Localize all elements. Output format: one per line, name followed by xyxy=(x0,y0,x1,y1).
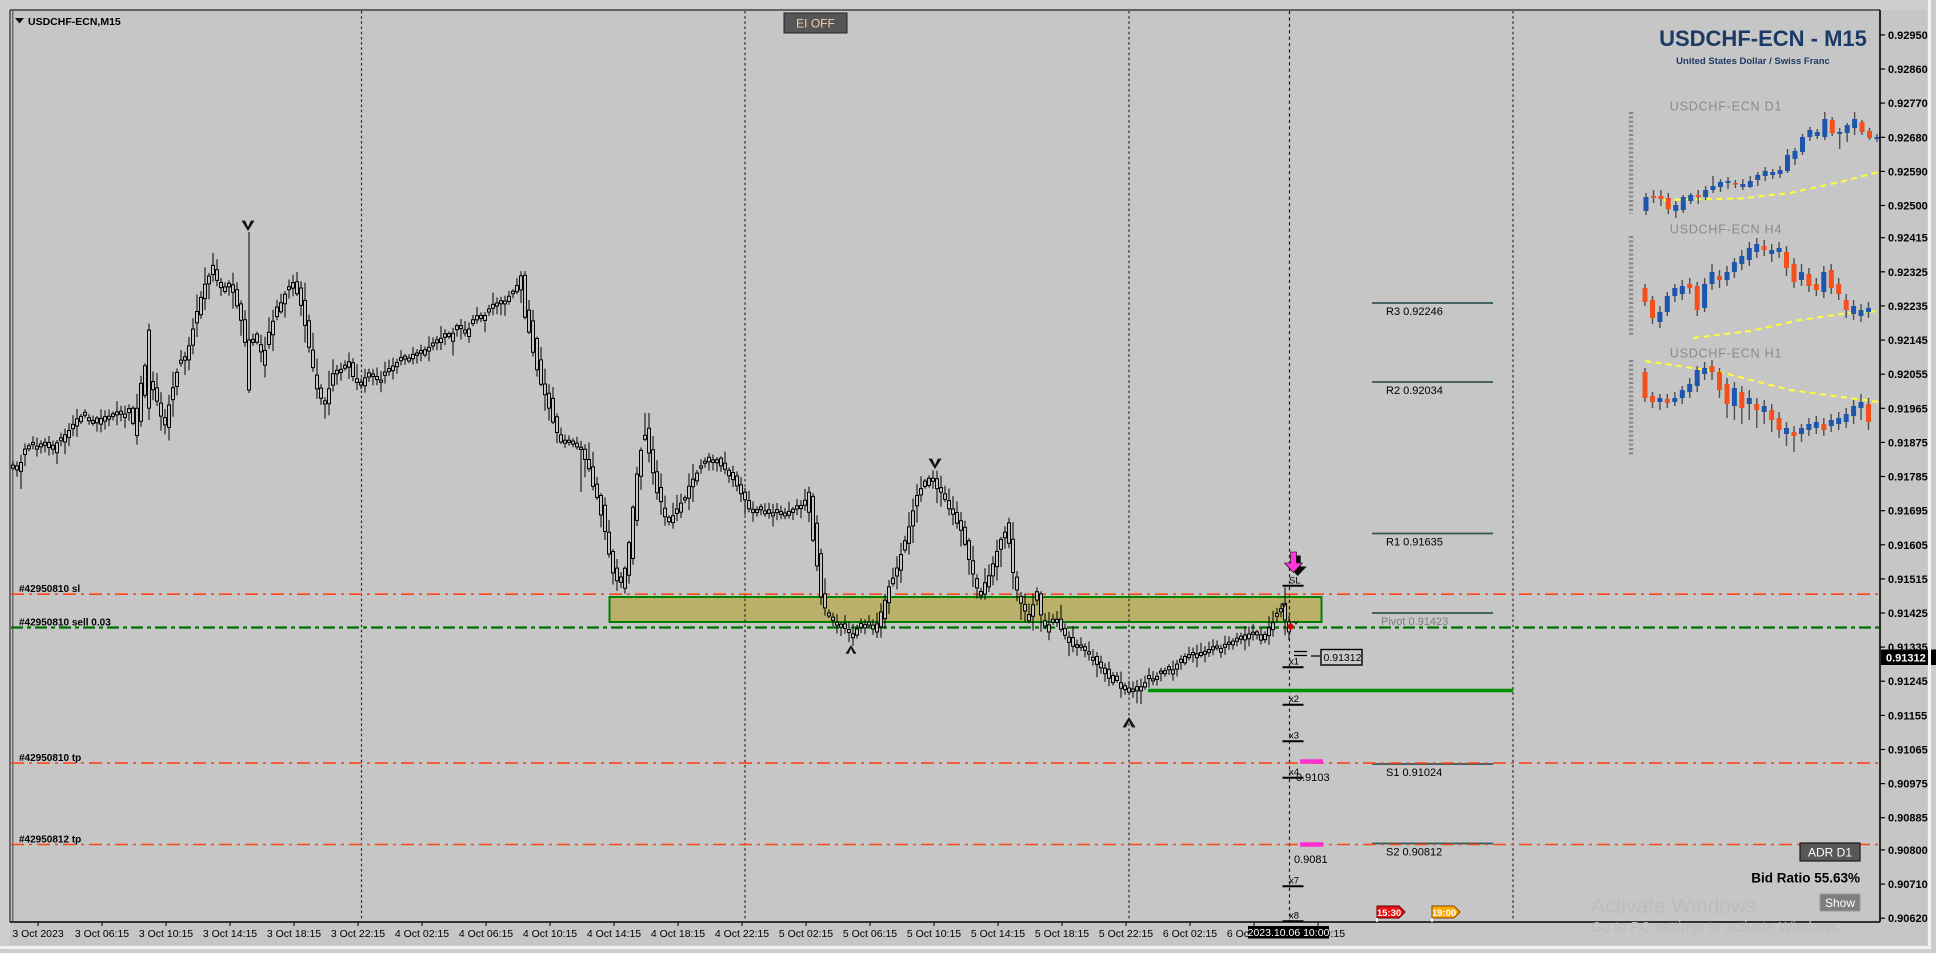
svg-text:#42950810 sell 0.03: #42950810 sell 0.03 xyxy=(19,618,111,629)
svg-text:0.91965: 0.91965 xyxy=(1888,403,1928,415)
svg-text:0.92500: 0.92500 xyxy=(1888,201,1928,213)
svg-text:5 Oct 10:15: 5 Oct 10:15 xyxy=(907,928,961,940)
svg-text:#42950810 tp: #42950810 tp xyxy=(19,753,81,764)
svg-text:15:30: 15:30 xyxy=(1377,908,1401,919)
svg-text:19:00: 19:00 xyxy=(1432,908,1456,919)
svg-text:Show: Show xyxy=(1825,896,1855,910)
svg-text:6 Oct 02:15: 6 Oct 02:15 xyxy=(1163,928,1217,940)
svg-text:0.92860: 0.92860 xyxy=(1888,64,1928,76)
svg-text:R2 0.92034: R2 0.92034 xyxy=(1386,385,1443,397)
svg-text:4 Oct 18:15: 4 Oct 18:15 xyxy=(651,928,705,940)
svg-text:3 Oct 2023: 3 Oct 2023 xyxy=(12,928,64,940)
svg-text:0.91875: 0.91875 xyxy=(1888,437,1928,449)
svg-text:0.91155: 0.91155 xyxy=(1888,710,1927,722)
svg-text:x3: x3 xyxy=(1289,731,1299,742)
svg-text:0.92325: 0.92325 xyxy=(1888,267,1928,279)
svg-text:USDCHF-ECN - M15: USDCHF-ECN - M15 xyxy=(1659,26,1867,51)
svg-text:EI OFF: EI OFF xyxy=(796,17,835,31)
svg-text:x7: x7 xyxy=(1289,876,1299,887)
svg-text:x8: x8 xyxy=(1289,911,1299,922)
svg-text:3 Oct 10:15: 3 Oct 10:15 xyxy=(139,928,193,940)
svg-text:0.91785: 0.91785 xyxy=(1888,472,1928,484)
svg-text:Bid Ratio 55.63%: Bid Ratio 55.63% xyxy=(1751,871,1860,886)
svg-text:0.92145: 0.92145 xyxy=(1888,335,1928,347)
svg-text:USDCHF-ECN H4: USDCHF-ECN H4 xyxy=(1670,223,1783,237)
svg-text:3 Oct 14:15: 3 Oct 14:15 xyxy=(203,928,257,940)
svg-text:3 Oct 06:15: 3 Oct 06:15 xyxy=(75,928,129,940)
svg-text:5 Oct 18:15: 5 Oct 18:15 xyxy=(1035,928,1089,940)
svg-text:Pivot 0.91423: Pivot 0.91423 xyxy=(1381,616,1448,628)
svg-text:0.91605: 0.91605 xyxy=(1888,540,1928,552)
svg-text:Go to PC settings to activate: Go to PC settings to activate Windows. xyxy=(1591,920,1842,936)
svg-text:0.92235: 0.92235 xyxy=(1888,301,1928,313)
svg-text:0.90710: 0.90710 xyxy=(1888,879,1928,891)
svg-text:5 Oct 14:15: 5 Oct 14:15 xyxy=(971,928,1025,940)
svg-text:5 Oct 06:15: 5 Oct 06:15 xyxy=(843,928,897,940)
svg-text:x2: x2 xyxy=(1289,694,1299,705)
svg-text:S1 0.91024: S1 0.91024 xyxy=(1386,767,1442,779)
svg-text:0.90885: 0.90885 xyxy=(1888,813,1928,825)
svg-text:5 Oct 22:15: 5 Oct 22:15 xyxy=(1099,928,1153,940)
svg-text:0.92415: 0.92415 xyxy=(1888,233,1928,245)
svg-text:0.92950: 0.92950 xyxy=(1888,30,1928,42)
svg-text:0.91695: 0.91695 xyxy=(1888,506,1928,518)
svg-text:USDCHF-ECN H1: USDCHF-ECN H1 xyxy=(1670,347,1783,361)
svg-text:United States Dollar / Swiss F: United States Dollar / Swiss Franc xyxy=(1676,56,1830,67)
svg-text:0.90975: 0.90975 xyxy=(1888,779,1928,791)
svg-text:x4: x4 xyxy=(1289,767,1299,778)
svg-text:3 Oct 18:15: 3 Oct 18:15 xyxy=(267,928,321,940)
svg-text:0.9103: 0.9103 xyxy=(1296,772,1330,784)
svg-text:0.9081: 0.9081 xyxy=(1294,854,1328,866)
svg-text:0.92055: 0.92055 xyxy=(1888,369,1928,381)
svg-text:2023.10.06 10:00: 2023.10.06 10:00 xyxy=(1248,927,1330,939)
svg-text:ADR D1: ADR D1 xyxy=(1808,846,1852,860)
svg-text:0.91065: 0.91065 xyxy=(1888,745,1928,757)
svg-text:0.92590: 0.92590 xyxy=(1888,166,1928,178)
svg-text:4 Oct 10:15: 4 Oct 10:15 xyxy=(523,928,577,940)
svg-text:0.91515: 0.91515 xyxy=(1888,574,1928,586)
svg-text:Activate Windows: Activate Windows xyxy=(1591,895,1757,918)
svg-text:0.92770: 0.92770 xyxy=(1888,98,1928,110)
svg-text:0.91425: 0.91425 xyxy=(1888,608,1928,620)
svg-text:4 Oct 22:15: 4 Oct 22:15 xyxy=(715,928,769,940)
svg-text:S2 0.90812: S2 0.90812 xyxy=(1386,847,1442,859)
svg-text:R3 0.92246: R3 0.92246 xyxy=(1386,306,1443,318)
svg-text:R1 0.91635: R1 0.91635 xyxy=(1386,537,1443,549)
svg-text:0.92680: 0.92680 xyxy=(1888,132,1928,144)
svg-text:0.91312: 0.91312 xyxy=(1324,652,1362,664)
svg-text:0.90800: 0.90800 xyxy=(1888,845,1928,857)
svg-text:USDCHF-ECN D1: USDCHF-ECN D1 xyxy=(1670,100,1783,114)
svg-text:0.90620: 0.90620 xyxy=(1888,913,1928,925)
svg-text:0.91312: 0.91312 xyxy=(1886,653,1926,665)
svg-text:0.91245: 0.91245 xyxy=(1888,676,1928,688)
svg-text:#42950812 tp: #42950812 tp xyxy=(19,835,81,846)
svg-text:4 Oct 02:15: 4 Oct 02:15 xyxy=(395,928,449,940)
svg-text:SL: SL xyxy=(1289,576,1301,587)
svg-text:4 Oct 14:15: 4 Oct 14:15 xyxy=(587,928,641,940)
svg-text:USDCHF-ECN,M15: USDCHF-ECN,M15 xyxy=(28,16,121,28)
svg-text:#42950810 sl: #42950810 sl xyxy=(19,584,80,595)
svg-text:4 Oct 06:15: 4 Oct 06:15 xyxy=(459,928,513,940)
svg-text:x1: x1 xyxy=(1289,657,1299,668)
svg-text:3 Oct 22:15: 3 Oct 22:15 xyxy=(331,928,385,940)
svg-text:5 Oct 02:15: 5 Oct 02:15 xyxy=(779,928,833,940)
